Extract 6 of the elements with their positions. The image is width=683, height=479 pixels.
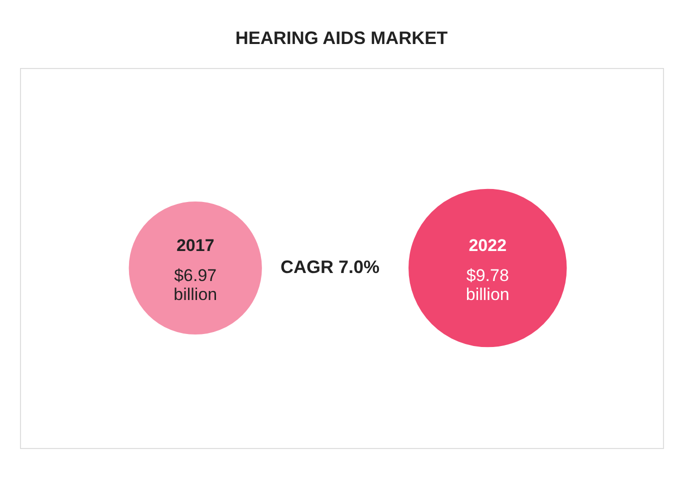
category-label: 2022 <box>468 236 507 255</box>
data-label: $9.78 billion <box>466 266 510 304</box>
text: CAGR 7.0% <box>280 257 380 277</box>
text: HEARING AIDS MARKET <box>235 28 448 48</box>
data-label: $6.97 billion <box>174 266 218 304</box>
category-label: 2017 <box>176 236 214 255</box>
